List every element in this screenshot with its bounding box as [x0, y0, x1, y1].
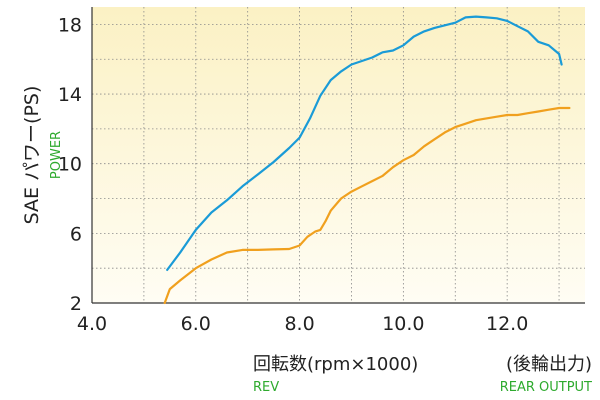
- y-tick-labels: 2 6 10 14 18: [58, 14, 82, 315]
- x-tick-label: 12.0: [486, 313, 528, 335]
- x-axis-label: 回転数(rpm×1000): [253, 354, 418, 375]
- y-axis-label-en: POWER: [49, 131, 64, 179]
- y-tick-label: 10: [58, 154, 82, 176]
- y-tick-label: 18: [58, 14, 82, 36]
- y-tick-label: 2: [70, 293, 82, 315]
- x-tick-labels: 4.0 6.0 8.0 10.0 12.0: [77, 313, 528, 335]
- x-tick-label: 4.0: [77, 313, 107, 335]
- x-tick-label: 6.0: [181, 313, 211, 335]
- x-axis-label-right: (後輪出力): [506, 354, 592, 375]
- y-tick-label: 6: [70, 223, 82, 245]
- plot-area: [92, 7, 585, 303]
- series-layer: [163, 15, 571, 305]
- y-tick-label: 14: [58, 84, 82, 106]
- series-line-1: [166, 15, 563, 271]
- x-tick-label: 8.0: [284, 313, 314, 335]
- x-axis-label-en: REV: [253, 380, 279, 395]
- series-line-2: [163, 106, 571, 305]
- y-axis-label: SAE パワー(PS): [21, 86, 43, 225]
- x-axis-label-right-en: REAR OUTPUT: [500, 380, 592, 395]
- axes: [91, 7, 585, 304]
- x-tick-label: 10.0: [382, 313, 424, 335]
